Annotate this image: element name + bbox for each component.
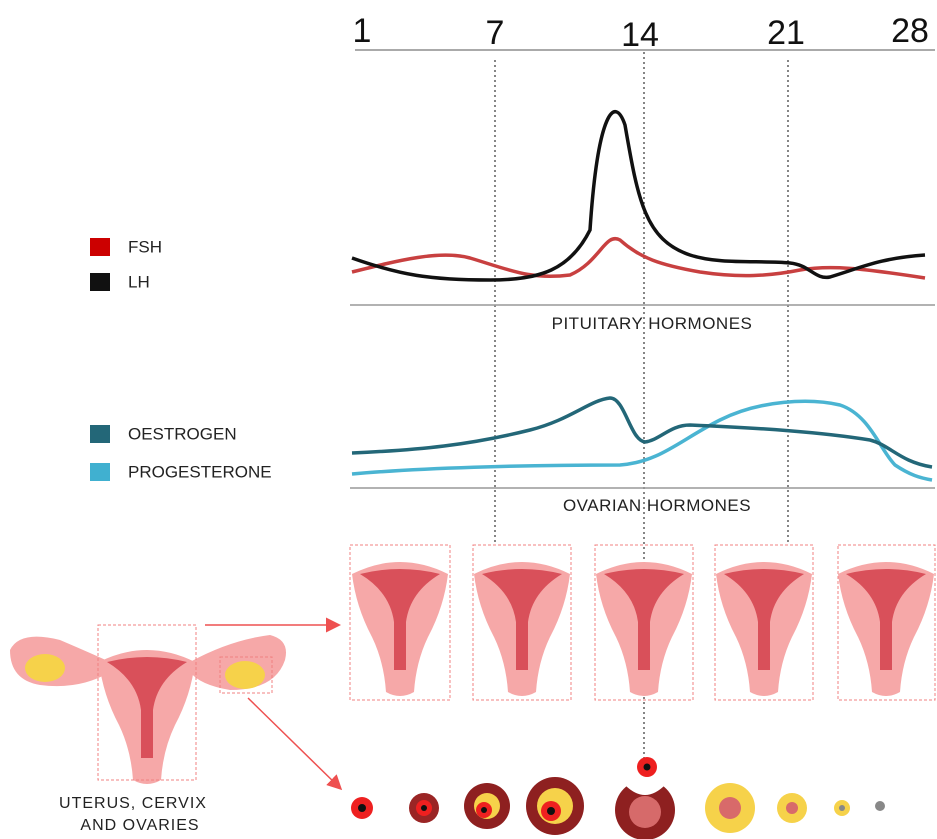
fsh-curve [352, 239, 925, 278]
panel-label: OVARIAN HORMONES [563, 496, 751, 515]
uterus-illustration [10, 625, 286, 784]
arrow [248, 698, 340, 788]
day-label: 21 [767, 14, 805, 52]
legend-swatch [90, 273, 110, 291]
day-label: 7 [486, 14, 505, 52]
follicle-stages [351, 757, 885, 839]
uterus-stages [350, 545, 935, 700]
legend-swatch [90, 425, 110, 443]
day-label: 28 [891, 12, 929, 50]
panel-label: PITUITARY HORMONES [552, 314, 753, 333]
cycle-diagram: 1 7 14 21 28 FSH LH PITUITARY HORMONES O… [0, 0, 937, 839]
legend-label: LH [128, 272, 150, 291]
legend-label: OESTROGEN [128, 424, 237, 443]
caption: UTERUS, CERVIX [59, 795, 207, 812]
day-label: 1 [353, 12, 372, 50]
legend-label: FSH [128, 237, 162, 256]
legend-label: PROGESTERONE [128, 462, 272, 481]
legend-swatch [90, 238, 110, 256]
day-label: 14 [621, 16, 659, 54]
legend-swatch [90, 463, 110, 481]
caption: AND OVARIES [80, 817, 199, 834]
